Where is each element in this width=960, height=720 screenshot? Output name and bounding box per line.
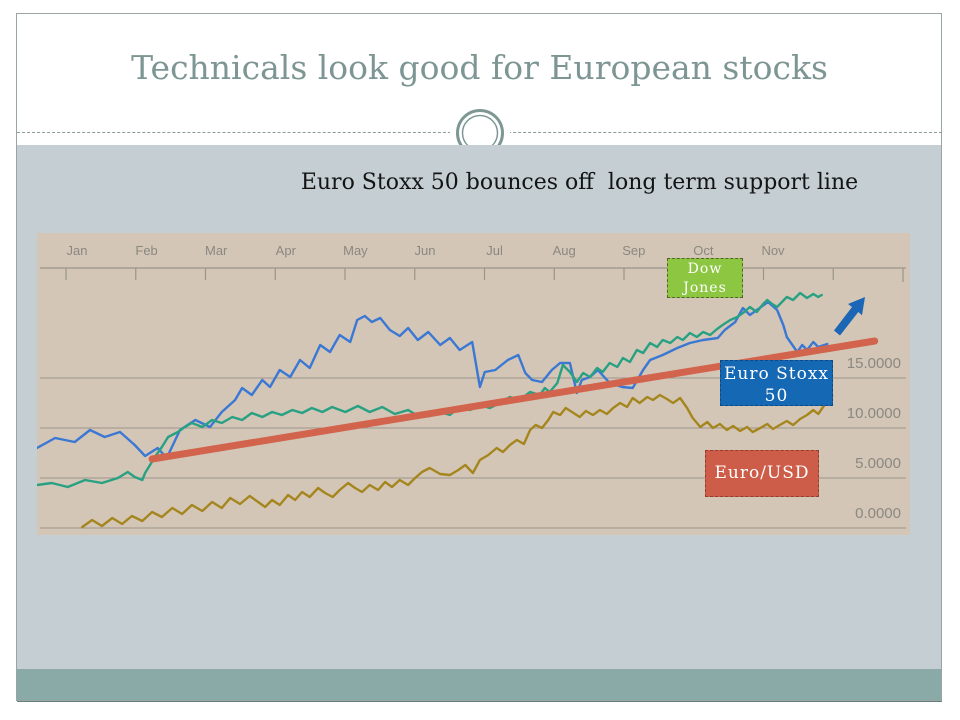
month-label: Apr [276, 243, 297, 258]
month-label: Jul [486, 243, 503, 258]
stock-chart: 15.0000 10.0000 5.0000 0.0000 Jan Feb Mar Apr Ma… [37, 233, 910, 535]
euro-usd-label: Euro/USD [705, 450, 819, 497]
month-label: Feb [135, 243, 157, 258]
y-axis-tick-label: 5.0000 [855, 455, 901, 472]
dow-jones-label: Dow Jones [667, 258, 743, 298]
month-label: Jan [67, 243, 88, 258]
dow-jones-label-line2: Jones [683, 280, 727, 296]
series-euro-stoxx-50 [37, 300, 829, 460]
footer-bar [17, 669, 942, 702]
up-arrow-icon [834, 297, 865, 336]
euro-stoxx-label: Euro Stoxx 50 [720, 360, 833, 406]
euro-usd-label-text: Euro/USD [714, 463, 810, 483]
euro-stoxx-label-line2: 50 [764, 386, 789, 406]
series-euro-usd [81, 393, 834, 529]
month-label: Jun [415, 243, 436, 258]
euro-stoxx-label-line1: Euro Stoxx [723, 364, 829, 384]
chart-subtitle: Euro Stoxx 50 bounces off long term supp… [300, 170, 859, 195]
dow-jones-label-line1: Dow [687, 261, 723, 277]
y-axis-tick-label: 0.0000 [855, 505, 901, 522]
y-axis-tick-label: 10.0000 [847, 405, 901, 422]
y-axis-tick-label: 15.0000 [847, 355, 901, 372]
month-label: Mar [205, 243, 228, 258]
page-title: Technicals look good for European stocks [131, 48, 828, 87]
month-label: Oct [693, 243, 714, 258]
month-label: Sep [622, 243, 645, 258]
month-label: Nov [761, 243, 785, 258]
month-label: Aug [553, 243, 576, 258]
month-label: May [343, 243, 368, 258]
